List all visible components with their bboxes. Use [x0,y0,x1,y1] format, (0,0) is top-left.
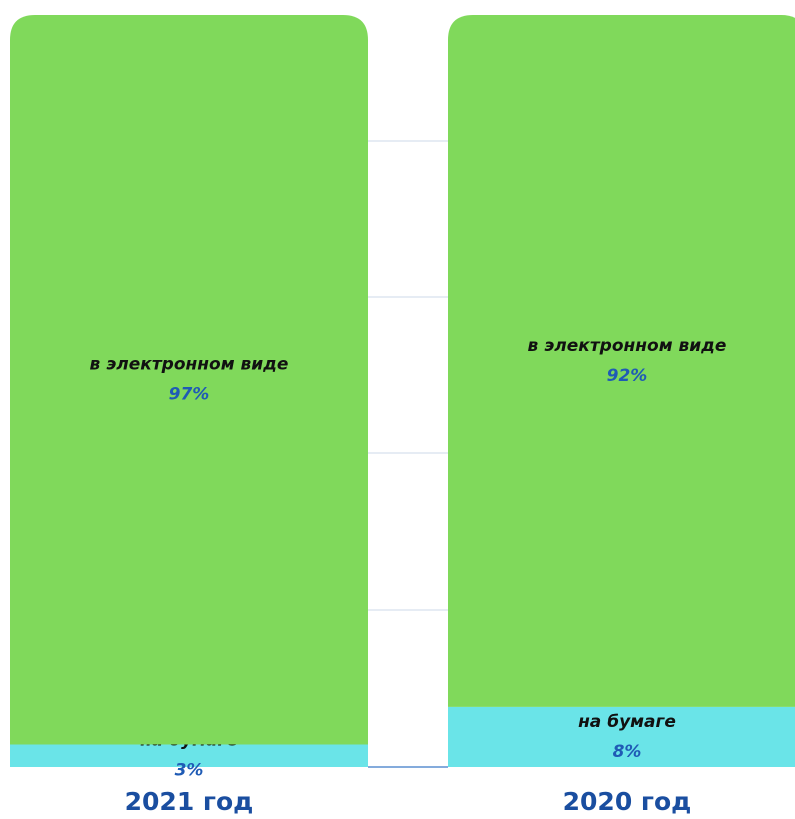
segment-name: на бумаге [578,712,676,732]
bar-segment [448,15,795,707]
data-label: 92% [607,366,648,386]
x-tick-label: 2020 год [563,787,692,816]
segment-name: в электронном виде [90,355,289,375]
data-label: 97% [169,385,210,405]
bar-segment [10,15,368,745]
bar-segment [448,706,795,767]
bar-segment [10,744,368,767]
segment-name: в электронном виде [528,336,727,356]
data-label: 3% [175,761,204,781]
x-tick-label: 2021 год [125,787,254,816]
data-label: 8% [613,742,642,762]
